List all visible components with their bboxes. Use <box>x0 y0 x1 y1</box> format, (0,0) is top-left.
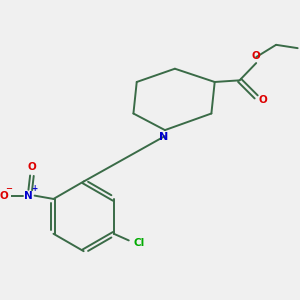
Text: O: O <box>0 190 8 201</box>
Text: O: O <box>28 162 36 172</box>
Text: Cl: Cl <box>133 238 144 248</box>
Text: +: + <box>32 184 38 194</box>
Text: O: O <box>252 51 261 61</box>
Text: O: O <box>258 94 267 105</box>
Text: N: N <box>159 132 169 142</box>
Text: −: − <box>5 184 12 193</box>
Text: N: N <box>24 190 33 201</box>
